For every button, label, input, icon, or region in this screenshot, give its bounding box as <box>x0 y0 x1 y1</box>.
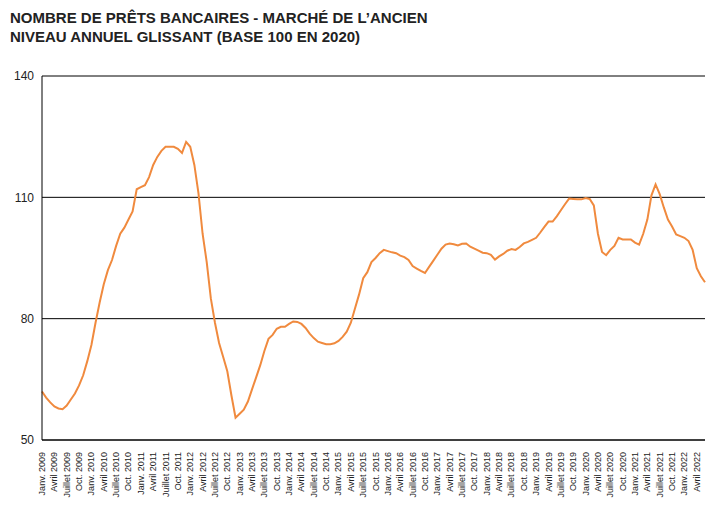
svg-text:Oct. 2015: Oct. 2015 <box>371 452 381 491</box>
svg-text:Oct. 2020: Oct. 2020 <box>618 452 628 491</box>
svg-text:Oct. 2014: Oct. 2014 <box>321 452 331 491</box>
svg-text:Oct. 2016: Oct. 2016 <box>420 452 430 491</box>
svg-text:Avril 2019: Avril 2019 <box>544 452 554 492</box>
html-text:NOMBRE DE PRÊTS BANCAIRES - MA: NOMBRE DE PRÊTS BANCAIRES - MARCHÉ DE L’… <box>10 9 428 26</box>
svg-text:Avril 2013: Avril 2013 <box>247 452 257 492</box>
svg-text:Avril 2009: Avril 2009 <box>49 452 59 492</box>
html-text:NIVEAU ANNUEL GLISSANT (BASE 1: NIVEAU ANNUEL GLISSANT (BASE 100 EN 2020… <box>10 28 361 45</box>
svg-text:Janv. 2009: Janv. 2009 <box>37 452 47 495</box>
svg-text:Janv. 2018: Janv. 2018 <box>482 452 492 495</box>
svg-text:Oct. 2012: Oct. 2012 <box>222 452 232 491</box>
svg-text:Oct. 2013: Oct. 2013 <box>272 452 282 491</box>
svg-text:Avril 2011: Avril 2011 <box>148 452 158 491</box>
svg-text:Oct. 2010: Oct. 2010 <box>123 452 133 491</box>
svg-text:Oct. 2019: Oct. 2019 <box>568 452 578 491</box>
svg-text:Avril 2018: Avril 2018 <box>494 452 504 492</box>
svg-text:Avril 2010: Avril 2010 <box>99 452 109 492</box>
svg-text:Janv. 2012: Janv. 2012 <box>185 452 195 495</box>
svg-text:Avril 2020: Avril 2020 <box>593 452 603 492</box>
svg-text:Avril 2015: Avril 2015 <box>346 452 356 492</box>
svg-text:Juillet 2013: Juillet 2013 <box>259 452 269 498</box>
svg-text:Juillet 2009: Juillet 2009 <box>62 452 72 498</box>
svg-text:Avril 2016: Avril 2016 <box>395 452 405 492</box>
svg-text:Juillet 2011: Juillet 2011 <box>161 452 171 497</box>
svg-text:Juillet 2014: Juillet 2014 <box>309 452 319 498</box>
svg-text:Avril 2017: Avril 2017 <box>445 452 455 492</box>
svg-text:Janv. 2010: Janv. 2010 <box>86 452 96 495</box>
svg-text:Juillet 2010: Juillet 2010 <box>111 452 121 498</box>
svg-text:110: 110 <box>15 191 34 205</box>
svg-text:Oct. 2017: Oct. 2017 <box>469 452 479 491</box>
svg-text:Juillet 2016: Juillet 2016 <box>408 452 418 498</box>
svg-text:Janv. 2017: Janv. 2017 <box>432 452 442 495</box>
svg-text:Juillet 2012: Juillet 2012 <box>210 452 220 498</box>
svg-text:Janv. 2020: Janv. 2020 <box>581 452 591 495</box>
svg-text:Avril 2021: Avril 2021 <box>642 452 652 492</box>
svg-text:Janv. 2013: Janv. 2013 <box>235 452 245 495</box>
svg-text:Janv. 2022: Janv. 2022 <box>679 452 689 495</box>
svg-text:Janv. 2014: Janv. 2014 <box>284 452 294 495</box>
svg-text:Juillet 2020: Juillet 2020 <box>605 452 615 498</box>
svg-text:Juillet 2021: Juillet 2021 <box>655 452 665 498</box>
svg-text:Oct. 2018: Oct. 2018 <box>519 452 529 491</box>
svg-text:Oct. 2011: Oct. 2011 <box>173 452 183 490</box>
svg-text:Juillet 2015: Juillet 2015 <box>358 452 368 498</box>
svg-text:Janv. 2011: Janv. 2011 <box>136 452 146 495</box>
svg-text:Janv. 2015: Janv. 2015 <box>333 452 343 495</box>
svg-text:Avril 2022: Avril 2022 <box>692 452 702 492</box>
svg-text:Janv. 2021: Janv. 2021 <box>630 452 640 495</box>
svg-text:Avril 2012: Avril 2012 <box>198 452 208 492</box>
svg-text:Oct. 2009: Oct. 2009 <box>74 452 84 491</box>
svg-text:Janv. 2019: Janv. 2019 <box>531 452 541 495</box>
svg-text:Juillet 2018: Juillet 2018 <box>506 452 516 498</box>
svg-text:Juillet 2017: Juillet 2017 <box>457 452 467 498</box>
svg-text:50: 50 <box>21 433 35 447</box>
svg-text:80: 80 <box>21 312 35 326</box>
svg-text:Janv. 2016: Janv. 2016 <box>383 452 393 495</box>
svg-text:140: 140 <box>14 69 34 83</box>
svg-text:Juillet 2019: Juillet 2019 <box>556 452 566 498</box>
svg-text:Oct. 2021: Oct. 2021 <box>667 452 677 491</box>
svg-text:Avril 2014: Avril 2014 <box>296 452 306 492</box>
